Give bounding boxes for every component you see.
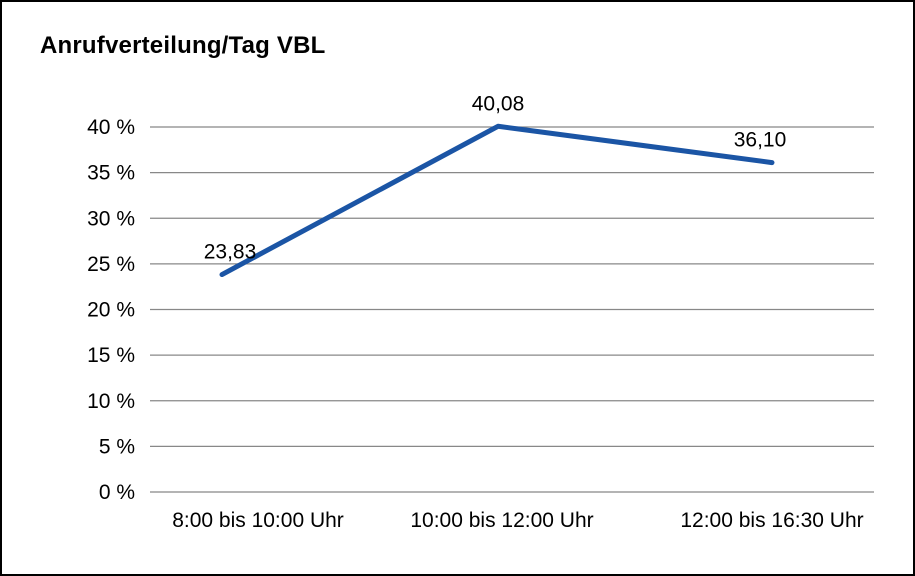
- y-tick-label: 0 %: [99, 481, 135, 504]
- y-tick-label: 20 %: [87, 299, 135, 322]
- y-tick-label: 35 %: [87, 162, 135, 185]
- x-tick-label: 12:00 bis 16:30 Uhr: [680, 509, 863, 532]
- y-tick-label: 10 %: [87, 390, 135, 413]
- y-tick-label: 25 %: [87, 253, 135, 276]
- x-tick-label: 10:00 bis 12:00 Uhr: [410, 509, 593, 532]
- chart-title: Anrufverteilung/Tag VBL: [40, 32, 326, 59]
- data-point-label: 40,08: [472, 92, 525, 115]
- y-tick-label: 40 %: [87, 116, 135, 139]
- data-point-label: 36,10: [734, 129, 787, 152]
- y-tick-label: 5 %: [99, 435, 135, 458]
- data-line: [219, 123, 775, 278]
- x-tick-label: 8:00 bis 10:00 Uhr: [172, 509, 344, 532]
- data-point-label: 23,83: [204, 241, 257, 264]
- y-tick-label: 15 %: [87, 344, 135, 367]
- y-tick-label: 30 %: [87, 207, 135, 230]
